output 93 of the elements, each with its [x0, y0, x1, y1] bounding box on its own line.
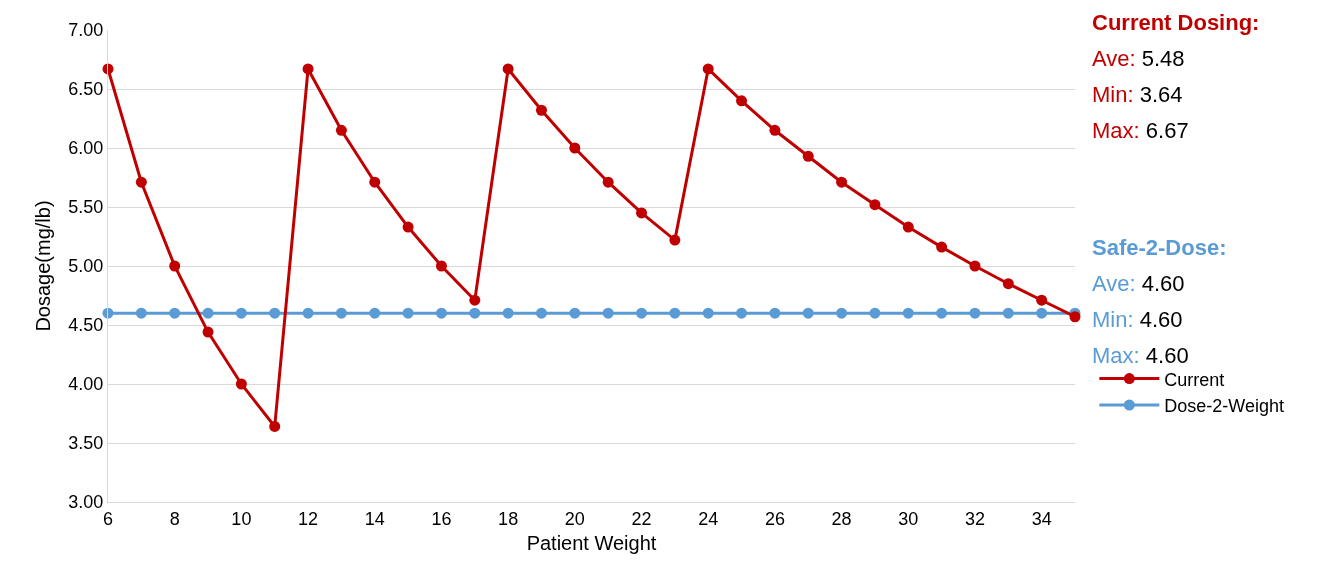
x-tick-label: 20: [564, 508, 585, 529]
point: [702, 63, 714, 75]
point: [736, 95, 748, 107]
y-tick-label: 7.00: [68, 20, 104, 41]
x-tick-label: 6: [102, 508, 114, 529]
point: [1036, 307, 1048, 319]
y-tick-label: 4.00: [68, 374, 104, 395]
y-tick-label: 6.00: [68, 138, 104, 159]
point: [202, 326, 214, 338]
x-tick-label: 8: [169, 508, 180, 529]
y-tick-label: 3.50: [68, 433, 104, 454]
x-tick-label: 32: [964, 508, 985, 529]
point: [769, 124, 781, 136]
x-tick-label: 28: [831, 508, 852, 529]
point: [769, 307, 781, 319]
point: [936, 307, 948, 319]
text: Min: 3.64: [1092, 82, 1183, 107]
point: [902, 307, 914, 319]
point: [235, 307, 247, 319]
point: [535, 104, 547, 116]
x-axis-title: Patient Weight: [526, 532, 657, 555]
point: [1002, 307, 1014, 319]
point: [169, 307, 181, 319]
point: [402, 221, 414, 233]
text: Min: 4.60: [1092, 307, 1183, 332]
point: [869, 307, 881, 319]
text: Max: 6.67: [1092, 118, 1189, 143]
point: [369, 307, 381, 319]
point: [602, 176, 614, 188]
point: [702, 307, 714, 319]
point: [969, 307, 981, 319]
y-tick-label: 6.50: [68, 79, 104, 100]
x-tick-label: 10: [231, 508, 252, 529]
y-tick-label: 4.50: [68, 315, 104, 336]
text: Safe-2-Dose:: [1092, 235, 1227, 260]
y-tick-label: 5.50: [68, 197, 104, 218]
x-tick-label: 12: [298, 508, 319, 529]
x-tick-label: 14: [364, 508, 385, 529]
point: [669, 307, 681, 319]
text: Ave: 5.48: [1092, 46, 1185, 71]
legend-label: Dose-2-Weight: [1164, 396, 1285, 417]
text: Ave: 4.60: [1092, 271, 1185, 296]
x-tick-label: 16: [431, 508, 452, 529]
point: [836, 307, 848, 319]
point: [369, 176, 381, 188]
point: [636, 207, 648, 219]
point: [569, 142, 581, 154]
point: [1002, 278, 1014, 290]
point: [269, 420, 281, 432]
point: [202, 307, 214, 319]
point: [169, 260, 181, 272]
point: [802, 150, 814, 162]
point: [602, 307, 614, 319]
x-tick-label: 24: [698, 508, 719, 529]
point: [902, 221, 914, 233]
point: [469, 294, 481, 306]
y-axis-title: Dosage(mg/lb): [31, 200, 54, 332]
point: [569, 307, 581, 319]
point: [135, 307, 147, 319]
x-tick-label: 26: [764, 508, 785, 529]
point: [335, 124, 347, 136]
y-tick-label: 3.00: [68, 492, 104, 513]
point: [736, 307, 748, 319]
point: [535, 307, 547, 319]
point: [469, 307, 481, 319]
point: [269, 307, 281, 319]
text: Current Dosing:: [1092, 10, 1260, 35]
point: [435, 307, 447, 319]
legend-label: Current: [1164, 369, 1225, 390]
x-tick-label: 30: [898, 508, 919, 529]
point: [302, 307, 314, 319]
x-tick-label: 22: [631, 508, 652, 529]
x-tick-label: 18: [498, 508, 519, 529]
point: [302, 63, 314, 75]
point: [502, 63, 514, 75]
point: [235, 378, 247, 390]
point: [335, 307, 347, 319]
point: [836, 176, 848, 188]
point: [502, 307, 514, 319]
text: Max: 4.60: [1092, 343, 1189, 368]
point: [435, 260, 447, 272]
point: [135, 176, 147, 188]
x-tick-label: 34: [1031, 508, 1052, 529]
point: [1036, 294, 1048, 306]
y-tick-label: 5.00: [68, 256, 104, 277]
point: [969, 260, 981, 272]
point: [802, 307, 814, 319]
point: [1069, 311, 1081, 323]
point: [936, 241, 948, 253]
point: [669, 234, 681, 246]
point: [402, 307, 414, 319]
point: [636, 307, 648, 319]
point: [869, 199, 881, 211]
